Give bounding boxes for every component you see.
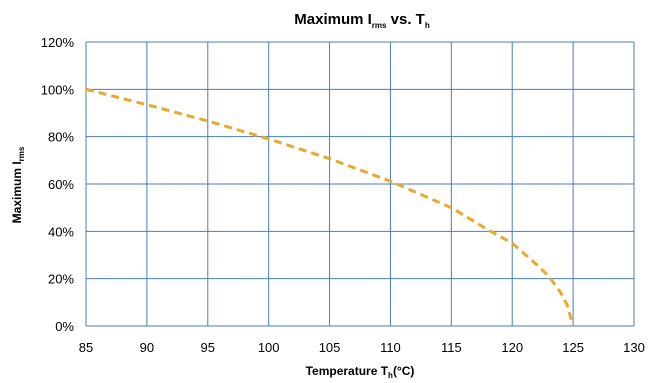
y-tick-label: 20% [48, 272, 74, 287]
x-tick-label: 125 [562, 340, 584, 355]
x-tick-label: 115 [441, 340, 462, 355]
y-tick-label: 100% [41, 82, 75, 97]
x-tick-label: 100 [258, 340, 280, 355]
y-axis-label-main: Maximum I [10, 161, 24, 223]
x-axis-label-sub: h [388, 371, 393, 380]
chart-title-mid: vs. T [386, 11, 424, 28]
x-tick-labels: 85 90 95 100 105 110 115 120 125 130 [79, 340, 645, 355]
y-tick-label: 0% [55, 319, 74, 334]
y-axis-label-sub: rms [17, 146, 26, 161]
y-tick-labels: 0% 20% 40% 60% 80% 100% 120% [41, 35, 75, 334]
x-axis-label-main: Temperature T [306, 364, 389, 378]
x-tick-label: 130 [623, 340, 645, 355]
x-tick-label: 85 [79, 340, 93, 355]
x-tick-label: 110 [380, 340, 401, 355]
y-tick-label: 120% [41, 35, 75, 50]
series-line [85, 87, 575, 327]
chart-title-main-sub: rms [372, 21, 387, 30]
x-tick-label: 90 [140, 340, 154, 355]
x-tick-label: 120 [501, 340, 523, 355]
y-tick-label: 80% [48, 130, 74, 145]
x-axis-label-tail: (°C) [393, 364, 414, 378]
x-tick-label: 105 [319, 340, 341, 355]
y-tick-label: 40% [48, 224, 74, 239]
y-tick-label: 60% [48, 177, 74, 192]
x-tick-label: 95 [201, 340, 215, 355]
grid [85, 41, 635, 327]
chart-title-mid-sub: h [425, 21, 430, 30]
chart-title-main: Maximum I [294, 11, 372, 28]
x-axis-label: Temperature Th(°C) [306, 364, 415, 380]
y-axis-label: Maximum Irms [10, 146, 26, 223]
series [85, 87, 575, 327]
chart-title: Maximum Irms vs. Th [294, 11, 430, 30]
